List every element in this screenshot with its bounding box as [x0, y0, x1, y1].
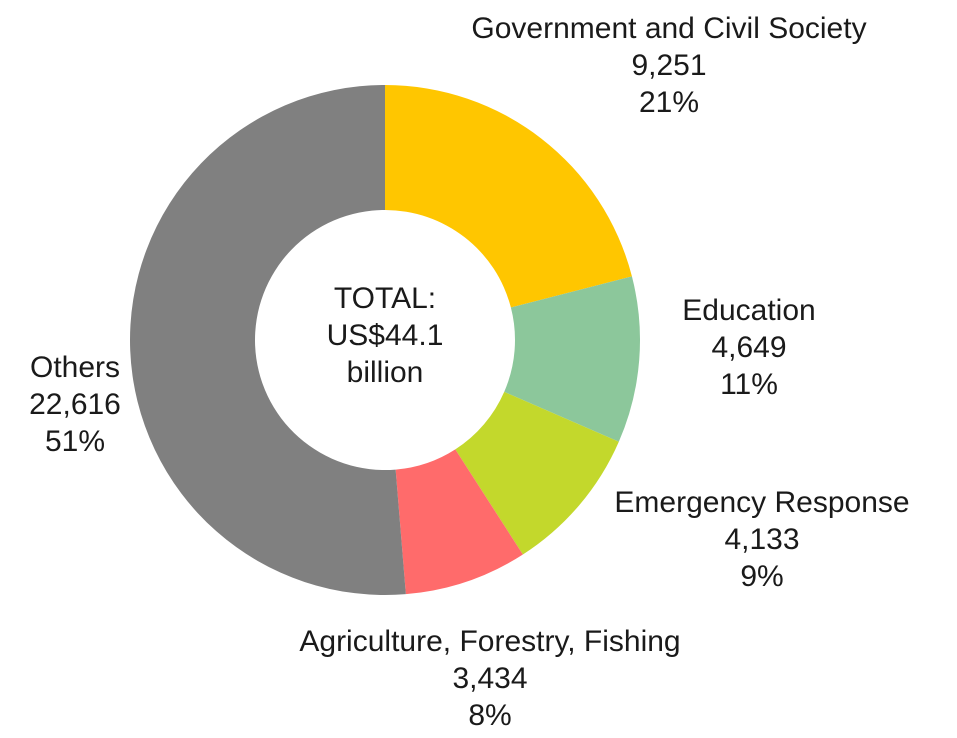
slice-education [504, 276, 640, 442]
slice-emergency-response [455, 391, 619, 555]
slice-label-name: Others [30, 351, 120, 384]
label-others: Others 22,616 51% [29, 351, 121, 458]
label-agriculture-forestry-fishing: Agriculture, Forestry, Fishing 3,434 8% [299, 625, 680, 732]
slice-label-value: 3,434 [452, 662, 527, 695]
slice-label-percent: 8% [468, 699, 511, 732]
slice-label-value: 9,251 [631, 49, 706, 82]
label-government-and-civil-society: Government and Civil Society 9,251 21% [471, 12, 866, 119]
slice-label-name: Education [682, 294, 815, 327]
slice-label-percent: 11% [720, 368, 778, 401]
slice-label-value: 22,616 [29, 388, 121, 421]
label-education: Education 4,649 11% [682, 294, 815, 401]
center-label: TOTAL: US$44.1 billion [327, 282, 444, 389]
center-label-line-1: TOTAL: [334, 282, 436, 315]
slice-label-percent: 51% [45, 425, 105, 458]
slice-government-and-civil-society [385, 85, 632, 308]
slice-label-percent: 9% [740, 560, 783, 593]
slice-agriculture-forestry-fishing [395, 449, 523, 595]
slice-label-percent: 21% [639, 86, 699, 119]
center-label-line-3: billion [347, 356, 424, 389]
slice-label-name: Emergency Response [614, 486, 909, 519]
slice-label-value: 4,649 [711, 331, 786, 364]
label-emergency-response: Emergency Response 4,133 9% [614, 486, 909, 593]
slice-label-value: 4,133 [724, 523, 799, 556]
slice-label-name: Government and Civil Society [471, 12, 866, 45]
slice-label-name: Agriculture, Forestry, Fishing [299, 625, 680, 658]
center-label-line-2: US$44.1 [327, 319, 444, 352]
slices-layer [130, 85, 640, 595]
slice-others [130, 85, 406, 595]
